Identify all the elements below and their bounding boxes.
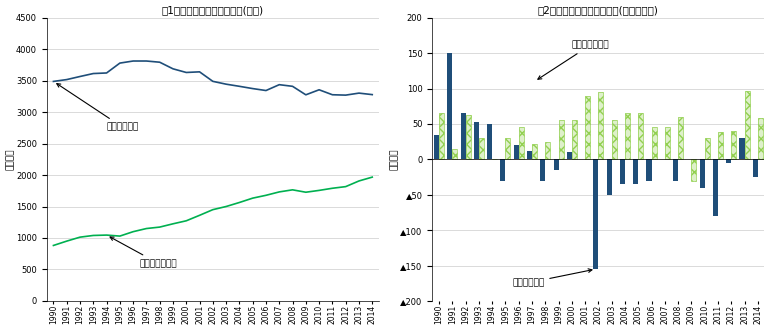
Text: 非正規雇用者数: 非正規雇用者数 bbox=[110, 237, 177, 268]
Bar bbox=[447, 53, 452, 159]
Bar bbox=[665, 127, 670, 159]
Bar bbox=[607, 159, 611, 195]
Bar bbox=[745, 91, 749, 159]
Bar bbox=[625, 113, 630, 159]
Bar bbox=[713, 159, 718, 216]
Bar bbox=[558, 120, 564, 159]
Bar bbox=[594, 159, 598, 269]
Bar bbox=[558, 120, 564, 159]
Bar bbox=[567, 152, 572, 159]
Bar bbox=[479, 138, 484, 159]
Bar bbox=[505, 138, 511, 159]
Bar bbox=[500, 159, 505, 181]
Bar bbox=[545, 142, 551, 159]
Bar bbox=[611, 120, 617, 159]
Bar bbox=[745, 91, 749, 159]
Bar bbox=[678, 117, 683, 159]
Text: 正規雇用者数: 正規雇用者数 bbox=[512, 269, 592, 287]
Bar bbox=[732, 131, 736, 159]
Bar bbox=[753, 159, 758, 177]
Bar bbox=[527, 151, 532, 159]
Bar bbox=[647, 159, 651, 181]
Bar bbox=[611, 120, 617, 159]
Bar bbox=[651, 127, 657, 159]
Bar bbox=[620, 159, 625, 184]
Bar bbox=[705, 138, 710, 159]
Bar bbox=[439, 113, 444, 159]
Bar bbox=[625, 113, 630, 159]
Bar bbox=[505, 138, 511, 159]
Y-axis label: （万人）: （万人） bbox=[5, 148, 15, 170]
Bar bbox=[434, 135, 439, 159]
Bar bbox=[585, 96, 590, 159]
Bar bbox=[651, 127, 657, 159]
Bar bbox=[758, 118, 763, 159]
Text: 正規雇用者数: 正規雇用者数 bbox=[57, 83, 139, 132]
Bar bbox=[598, 92, 604, 159]
Bar bbox=[572, 120, 577, 159]
Bar bbox=[514, 145, 519, 159]
Bar bbox=[598, 92, 604, 159]
Bar bbox=[554, 159, 558, 170]
Bar bbox=[691, 159, 696, 181]
Bar bbox=[532, 144, 537, 159]
Bar bbox=[466, 115, 470, 159]
Title: 図1　正規・非正規雇用者数(実数): 図1 正規・非正規雇用者数(実数) bbox=[162, 6, 264, 16]
Bar bbox=[665, 127, 670, 159]
Text: 非正規雇用者数: 非正規雇用者数 bbox=[538, 41, 610, 79]
Bar bbox=[439, 113, 444, 159]
Bar bbox=[633, 159, 638, 184]
Bar bbox=[718, 132, 723, 159]
Bar bbox=[479, 138, 484, 159]
Bar bbox=[474, 122, 479, 159]
Bar bbox=[466, 115, 470, 159]
Bar bbox=[739, 138, 745, 159]
Bar bbox=[585, 96, 590, 159]
Bar bbox=[452, 149, 457, 159]
Bar bbox=[758, 118, 763, 159]
Bar bbox=[732, 131, 736, 159]
Bar bbox=[673, 159, 678, 181]
Bar bbox=[460, 113, 466, 159]
Bar bbox=[545, 142, 551, 159]
Y-axis label: （万人）: （万人） bbox=[390, 148, 399, 170]
Title: 図2　正規・非正規雇用者数(対前年増減): 図2 正規・非正規雇用者数(対前年増減) bbox=[538, 6, 659, 16]
Bar bbox=[541, 159, 545, 181]
Bar bbox=[519, 127, 524, 159]
Bar bbox=[691, 159, 696, 181]
Bar bbox=[726, 159, 732, 163]
Bar bbox=[638, 113, 643, 159]
Bar bbox=[519, 127, 524, 159]
Bar bbox=[572, 120, 577, 159]
Bar bbox=[700, 159, 705, 188]
Bar bbox=[638, 113, 643, 159]
Bar bbox=[452, 149, 457, 159]
Bar bbox=[678, 117, 683, 159]
Bar bbox=[532, 144, 537, 159]
Bar bbox=[718, 132, 723, 159]
Bar bbox=[487, 124, 492, 159]
Bar bbox=[705, 138, 710, 159]
